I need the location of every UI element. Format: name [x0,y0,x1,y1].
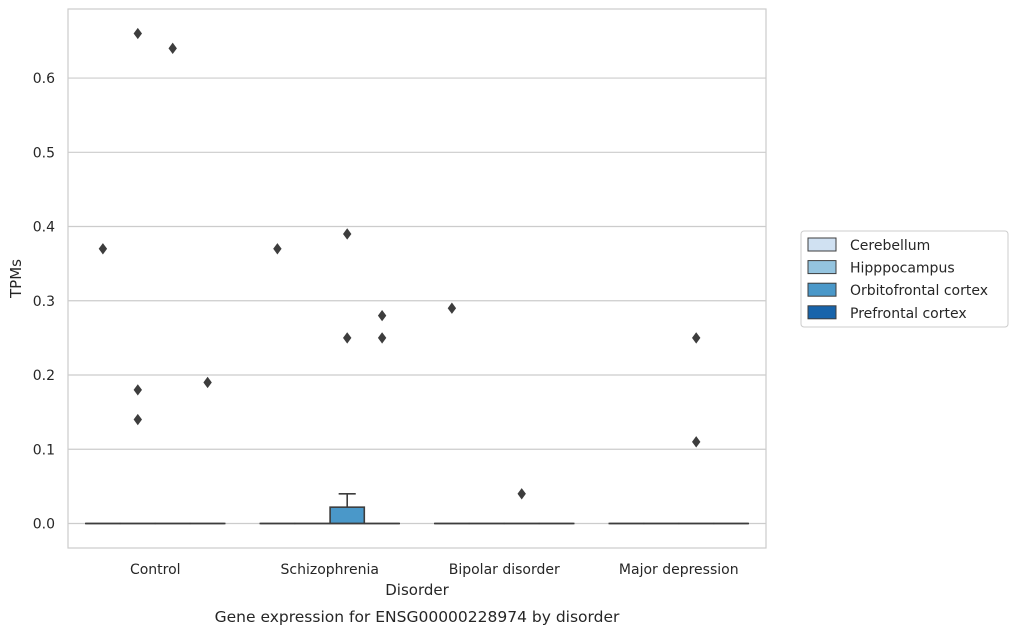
y-tick-label: 0.6 [33,71,55,87]
legend-swatch [808,261,836,274]
x-tick-label: Bipolar disorder [449,562,560,578]
legend-label: Cerebellum [850,238,930,254]
y-tick-label: 0.1 [33,442,55,458]
x-tick-label: Schizophrenia [281,562,379,578]
y-axis-label: TPMs [7,259,25,299]
legend-label: Orbitofrontal cortex [850,283,988,299]
legend-label: Prefrontal cortex [850,306,967,322]
legend-swatch [808,238,836,251]
legend-swatch [808,283,836,296]
x-tick-labels: Control Schizophrenia Bipolar disorder Majo… [130,562,739,578]
box-body [330,507,364,523]
y-tick-label: 0.3 [33,294,55,310]
y-tick-label: 0.2 [33,368,55,384]
x-tick-label: Control [130,562,181,578]
x-tick-label: Major depression [619,562,739,578]
plot-area [68,9,766,548]
y-tick-labels: 0.0 0.1 0.2 0.3 0.4 0.5 0.6 [33,71,55,532]
y-tick-label: 0.5 [33,145,55,161]
legend-swatch [808,306,836,319]
chart-caption: Gene expression for ENSG00000228974 by d… [215,608,620,626]
x-axis-label: Disorder [385,581,449,599]
legend-label: Hipppocampus [850,261,955,277]
y-tick-label: 0.4 [33,220,55,236]
legend: Cerebellum Hipppocampus Orbitofrontal cort… [801,231,1008,327]
y-tick-label: 0.0 [33,517,55,533]
